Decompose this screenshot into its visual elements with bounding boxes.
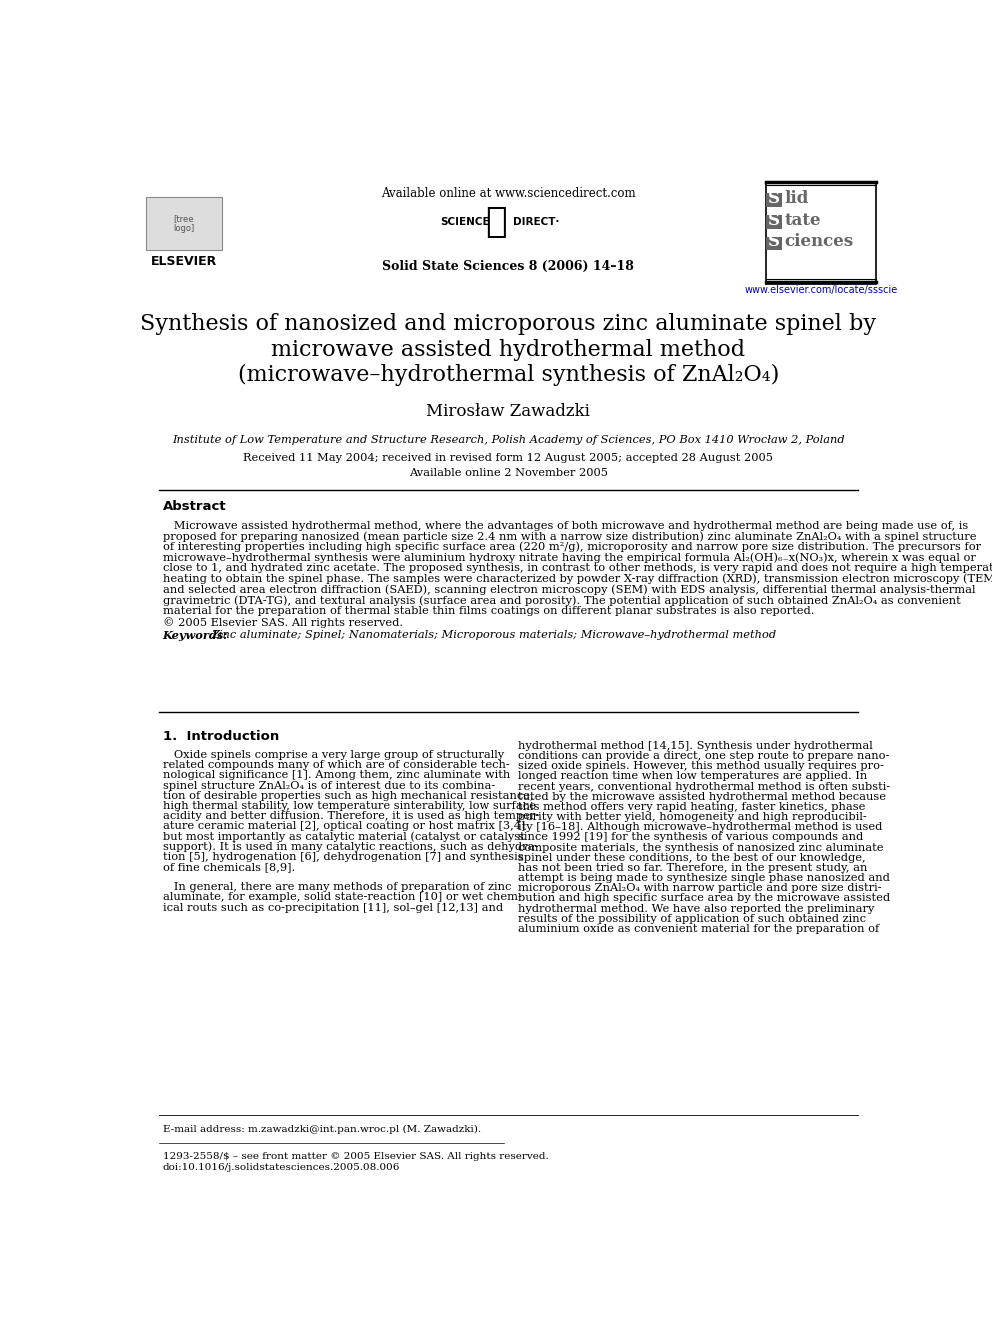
Text: spinel structure ZnAl₂O₄ is of interest due to its combina-: spinel structure ZnAl₂O₄ is of interest …: [163, 781, 495, 791]
Text: Available online 2 November 2005: Available online 2 November 2005: [409, 468, 608, 478]
Text: hydrothermal method. We have also reported the preliminary: hydrothermal method. We have also report…: [518, 904, 874, 913]
Text: tion [5], hydrogenation [6], dehydrogenation [7] and synthesis: tion [5], hydrogenation [6], dehydrogena…: [163, 852, 524, 861]
Text: of fine chemicals [8,9].: of fine chemicals [8,9].: [163, 861, 295, 872]
Text: aluminium oxide as convenient material for the preparation of: aluminium oxide as convenient material f…: [518, 923, 879, 934]
Text: gravimetric (DTA-TG), and textural analysis (surface area and porosity). The pot: gravimetric (DTA-TG), and textural analy…: [163, 595, 960, 606]
Text: Synthesis of nanosized and microporous zinc aluminate spinel by: Synthesis of nanosized and microporous z…: [140, 314, 877, 335]
Text: ature ceramic material [2], optical coating or host matrix [3,4]: ature ceramic material [2], optical coat…: [163, 822, 525, 831]
Text: DIRECT·: DIRECT·: [513, 217, 559, 228]
Text: lid: lid: [785, 191, 808, 208]
Text: sized oxide spinels. However, this method usually requires pro-: sized oxide spinels. However, this metho…: [518, 761, 884, 771]
Text: 1.  Introduction: 1. Introduction: [163, 730, 279, 744]
Text: SCIENCE: SCIENCE: [440, 217, 490, 228]
Text: longed reaction time when low temperatures are applied. In: longed reaction time when low temperatur…: [518, 771, 867, 782]
Text: bution and high specific surface area by the microwave assisted: bution and high specific surface area by…: [518, 893, 890, 904]
Text: [tree
logo]: [tree logo]: [173, 214, 194, 233]
Text: ELSEVIER: ELSEVIER: [151, 254, 217, 267]
FancyBboxPatch shape: [146, 197, 221, 250]
Text: Abstract: Abstract: [163, 500, 226, 513]
Text: tion of desirable properties such as high mechanical resistance,: tion of desirable properties such as hig…: [163, 791, 534, 800]
Text: composite materials, the synthesis of nanosized zinc aluminate: composite materials, the synthesis of na…: [518, 843, 883, 852]
Text: close to 1, and hydrated zinc acetate. The proposed synthesis, in contrast to ot: close to 1, and hydrated zinc acetate. T…: [163, 564, 992, 573]
Text: ical routs such as co-precipitation [11], sol–gel [12,13] and: ical routs such as co-precipitation [11]…: [163, 902, 503, 913]
Text: Zinc aluminate; Spinel; Nanomaterials; Microporous materials; Microwave–hydrothe: Zinc aluminate; Spinel; Nanomaterials; M…: [211, 630, 777, 640]
Text: Mirosław Zawadzki: Mirosław Zawadzki: [427, 402, 590, 419]
Text: Microwave assisted hydrothermal method, where the advantages of both microwave a: Microwave assisted hydrothermal method, …: [163, 521, 968, 531]
Text: microwave assisted hydrothermal method: microwave assisted hydrothermal method: [272, 339, 745, 361]
Text: In general, there are many methods of preparation of zinc: In general, there are many methods of pr…: [163, 882, 511, 892]
Text: aluminate, for example, solid state-reaction [10] or wet chem-: aluminate, for example, solid state-reac…: [163, 893, 522, 902]
Text: purity with better yield, homogeneity and high reproducibil-: purity with better yield, homogeneity an…: [518, 812, 866, 822]
Text: material for the preparation of thermal stable thin films coatings on different : material for the preparation of thermal …: [163, 606, 814, 615]
Text: but most importantly as catalytic material (catalyst or catalyst: but most importantly as catalytic materi…: [163, 831, 525, 841]
FancyBboxPatch shape: [766, 181, 876, 284]
Text: nological significance [1]. Among them, zinc aluminate with: nological significance [1]. Among them, …: [163, 770, 510, 781]
Text: 1293-2558/$ – see front matter © 2005 Elsevier SAS. All rights reserved.: 1293-2558/$ – see front matter © 2005 El…: [163, 1152, 549, 1162]
Text: high thermal stability, low temperature sinterability, low surface: high thermal stability, low temperature …: [163, 800, 536, 811]
Text: related compounds many of which are of considerable tech-: related compounds many of which are of c…: [163, 761, 510, 770]
Text: ⓐ: ⓐ: [485, 205, 507, 239]
Text: results of the possibility of application of such obtained zinc: results of the possibility of applicatio…: [518, 914, 866, 923]
Text: hydrothermal method [14,15]. Synthesis under hydrothermal: hydrothermal method [14,15]. Synthesis u…: [518, 741, 872, 751]
FancyBboxPatch shape: [767, 193, 782, 208]
Text: tate: tate: [785, 212, 820, 229]
Text: ciences: ciences: [785, 233, 853, 250]
Text: Received 11 May 2004; received in revised form 12 August 2005; accepted 28 Augus: Received 11 May 2004; received in revise…: [243, 452, 774, 463]
Text: has not been tried so far. Therefore, in the present study, an: has not been tried so far. Therefore, in…: [518, 863, 867, 873]
Text: heating to obtain the spinel phase. The samples were characterized by powder X-r: heating to obtain the spinel phase. The …: [163, 574, 992, 585]
Text: (microwave–hydrothermal synthesis of ZnAl₂O₄): (microwave–hydrothermal synthesis of ZnA…: [238, 364, 779, 386]
Text: since 1992 [19] for the synthesis of various compounds and: since 1992 [19] for the synthesis of var…: [518, 832, 863, 843]
Text: Oxide spinels comprise a very large group of structurally: Oxide spinels comprise a very large grou…: [163, 750, 504, 761]
Text: Solid State Sciences 8 (2006) 14–18: Solid State Sciences 8 (2006) 14–18: [383, 261, 634, 273]
Text: Keywords:: Keywords:: [163, 630, 228, 642]
Text: support). It is used in many catalytic reactions, such as dehydra-: support). It is used in many catalytic r…: [163, 841, 538, 852]
Text: microwave–hydrothermal synthesis were aluminium hydroxy nitrate having the empir: microwave–hydrothermal synthesis were al…: [163, 553, 975, 564]
Text: recent years, conventional hydrothermal method is often substi-: recent years, conventional hydrothermal …: [518, 782, 890, 791]
Text: proposed for preparing nanosized (mean particle size 2.4 nm with a narrow size d: proposed for preparing nanosized (mean p…: [163, 532, 976, 542]
Text: E-mail address: m.zawadzki@int.pan.wroc.pl (M. Zawadzki).: E-mail address: m.zawadzki@int.pan.wroc.…: [163, 1125, 481, 1134]
Text: ity [16–18]. Although microwave–hydrothermal method is used: ity [16–18]. Although microwave–hydrothe…: [518, 822, 882, 832]
FancyBboxPatch shape: [767, 214, 782, 229]
Text: conditions can provide a direct, one step route to prepare nano-: conditions can provide a direct, one ste…: [518, 751, 889, 761]
Text: acidity and better diffusion. Therefore, it is used as high temper-: acidity and better diffusion. Therefore,…: [163, 811, 539, 822]
Text: spinel under these conditions, to the best of our knowledge,: spinel under these conditions, to the be…: [518, 853, 865, 863]
Text: doi:10.1016/j.solidstatesciences.2005.08.006: doi:10.1016/j.solidstatesciences.2005.08…: [163, 1163, 400, 1172]
Text: S: S: [768, 191, 781, 208]
Text: tuted by the microwave assisted hydrothermal method because: tuted by the microwave assisted hydrothe…: [518, 791, 886, 802]
Text: Institute of Low Temperature and Structure Research, Polish Academy of Sciences,: Institute of Low Temperature and Structu…: [172, 435, 845, 445]
Text: attempt is being made to synthesize single phase nanosized and: attempt is being made to synthesize sing…: [518, 873, 890, 882]
Text: S: S: [768, 233, 781, 250]
Text: this method offers very rapid heating, faster kinetics, phase: this method offers very rapid heating, f…: [518, 802, 865, 812]
Text: microporous ZnAl₂O₄ with narrow particle and pore size distri-: microporous ZnAl₂O₄ with narrow particle…: [518, 884, 881, 893]
Text: and selected area electron diffraction (SAED), scanning electron microscopy (SEM: and selected area electron diffraction (…: [163, 585, 975, 595]
Text: © 2005 Elsevier SAS. All rights reserved.: © 2005 Elsevier SAS. All rights reserved…: [163, 617, 403, 628]
Text: Available online at www.sciencedirect.com: Available online at www.sciencedirect.co…: [381, 187, 636, 200]
Text: S: S: [768, 212, 781, 229]
Text: of interesting properties including high specific surface area (220 m²/g), micro: of interesting properties including high…: [163, 542, 981, 553]
Text: www.elsevier.com/locate/ssscie: www.elsevier.com/locate/ssscie: [744, 284, 898, 295]
FancyBboxPatch shape: [767, 237, 782, 250]
